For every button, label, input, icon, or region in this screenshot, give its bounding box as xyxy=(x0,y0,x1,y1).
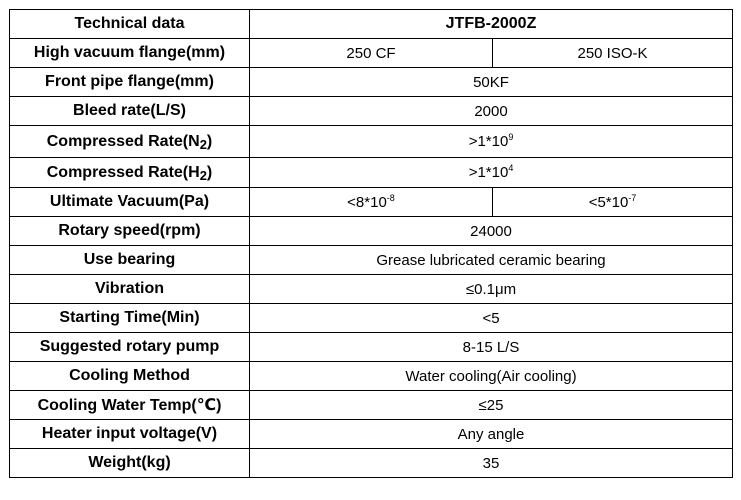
row-value: Grease lubricated ceramic bearing xyxy=(248,245,734,275)
table-row: Suggested rotary pump 8-15 L/S xyxy=(9,332,734,362)
row-value: Water cooling(Air cooling) xyxy=(248,361,734,391)
label-text-end: ) xyxy=(206,163,213,181)
header-row: Technical data JTFB-2000Z xyxy=(9,9,734,39)
table-row: Cooling Water Temp(℃) ≤25 xyxy=(9,390,734,420)
table-row: Compressed Rate(N2) >1*109 xyxy=(9,125,734,158)
row-value: >1*104 xyxy=(248,157,734,188)
value-base: >1*10 xyxy=(468,133,509,150)
row-value-iso: 250 ISO-K xyxy=(491,38,734,68)
row-value: 50KF xyxy=(248,67,734,97)
technical-data-table: Technical data JTFB-2000Z High vacuum fl… xyxy=(9,9,734,478)
model-name: JTFB-2000Z xyxy=(248,9,734,39)
row-label: Front pipe flange(mm) xyxy=(9,67,250,97)
table-row: Cooling Method Water cooling(Air cooling… xyxy=(9,361,734,391)
row-label: Ultimate Vacuum(Pa) xyxy=(9,187,250,217)
table-row: Weight(kg) 35 xyxy=(9,448,734,478)
table-row: Vibration ≤0.1μm xyxy=(9,274,734,304)
label-subscript: 2 xyxy=(199,167,207,183)
label-text-end: ) xyxy=(206,132,213,150)
value-exponent: -7 xyxy=(628,192,637,203)
row-label: Compressed Rate(N2) xyxy=(9,125,250,158)
value-exponent: 9 xyxy=(508,132,514,142)
row-value: 24000 xyxy=(248,216,734,246)
value-base: <5*10 xyxy=(588,193,629,211)
value-exponent: -8 xyxy=(386,192,395,203)
table-row: Ultimate Vacuum(Pa) <8*10-8 <5*10-7 xyxy=(9,187,734,217)
table-row: Rotary speed(rpm) 24000 xyxy=(9,216,734,246)
value-base: >1*10 xyxy=(468,164,509,181)
row-value: <5 xyxy=(248,303,734,333)
row-value: 2000 xyxy=(248,96,734,126)
table-row: Compressed Rate(H2) >1*104 xyxy=(9,157,734,188)
row-label: Use bearing xyxy=(9,245,250,275)
label-text: Compressed Rate(H xyxy=(46,163,200,181)
row-value: Any angle xyxy=(248,419,734,449)
row-value: 35 xyxy=(248,448,734,478)
table-row: Heater input voltage(V) Any angle xyxy=(9,419,734,449)
row-value: ≤25 xyxy=(248,390,734,420)
table-row: Use bearing Grease lubricated ceramic be… xyxy=(9,245,734,275)
table-row: High vacuum flange(mm) 250 CF 250 ISO-K xyxy=(9,38,734,68)
row-value-a: <8*10-8 xyxy=(249,187,493,217)
row-label: Cooling Method xyxy=(9,361,250,391)
table-row: Front pipe flange(mm) 50KF xyxy=(9,67,734,97)
row-value-cf: 250 CF xyxy=(249,38,493,68)
row-label: Cooling Water Temp(℃) xyxy=(9,390,250,420)
row-label: Heater input voltage(V) xyxy=(9,419,250,449)
row-label: Bleed rate(L/S) xyxy=(9,96,250,126)
row-label: Suggested rotary pump xyxy=(9,332,250,362)
row-label: Rotary speed(rpm) xyxy=(9,216,250,246)
row-label: Weight(kg) xyxy=(9,448,250,478)
row-label: High vacuum flange(mm) xyxy=(9,38,250,68)
row-label: Compressed Rate(H2) xyxy=(9,157,250,188)
row-value: ≤0.1μm xyxy=(248,274,734,304)
label-text: Compressed Rate(N xyxy=(46,132,200,150)
value-base: <8*10 xyxy=(347,193,387,211)
label-subscript: 2 xyxy=(199,136,207,152)
row-label: Vibration xyxy=(9,274,250,304)
row-value-b: <5*10-7 xyxy=(491,187,734,217)
row-value: 8-15 L/S xyxy=(248,332,734,362)
header-label: Technical data xyxy=(9,9,250,39)
table-row: Starting Time(Min) <5 xyxy=(9,303,734,333)
table-row: Bleed rate(L/S) 2000 xyxy=(9,96,734,126)
row-value: >1*109 xyxy=(248,125,734,158)
row-label: Starting Time(Min) xyxy=(9,303,250,333)
value-exponent: 4 xyxy=(508,163,514,173)
